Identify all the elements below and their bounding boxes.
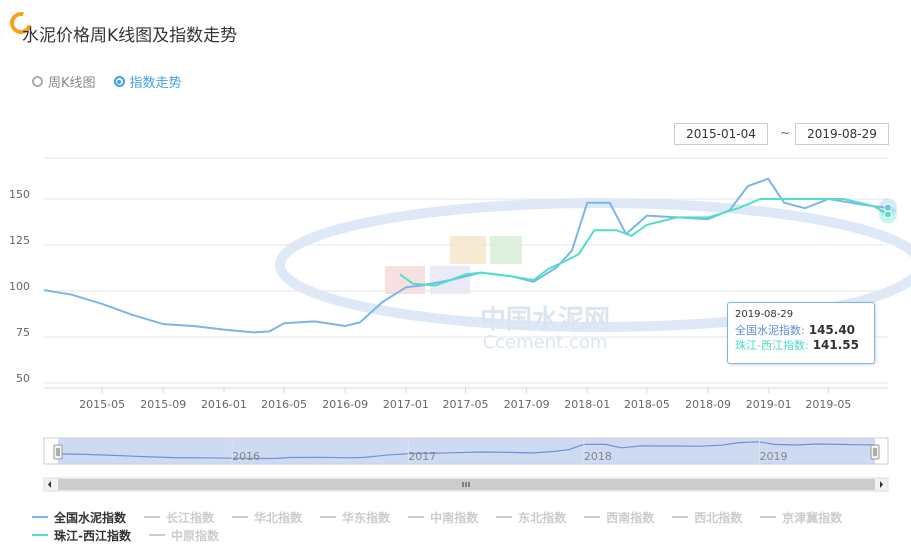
legend-label: 西南指数	[606, 510, 655, 525]
watermark-block	[450, 236, 486, 264]
mode-option-index[interactable]: 指数走势	[113, 72, 182, 91]
page-title: 水泥价格周K线图及指数走势	[22, 26, 238, 46]
mode-option-kline[interactable]: 周K线图	[32, 72, 96, 91]
navigator-left-handle[interactable]	[53, 444, 63, 460]
legend-label: 长江指数	[166, 510, 215, 525]
legend-label: 东北指数	[518, 510, 567, 525]
x-tick-label: 2015-05	[79, 398, 125, 411]
legend-swatch	[760, 516, 777, 518]
legend-item[interactable]: 长江指数	[144, 509, 214, 526]
legend-swatch	[144, 516, 161, 518]
watermark-block	[385, 266, 425, 294]
x-tick-label: 2019-05	[805, 398, 851, 411]
legend-swatch	[320, 516, 337, 518]
x-tick-label: 2016-05	[261, 398, 307, 411]
legend-swatch	[672, 516, 689, 518]
watermark-block	[490, 236, 522, 264]
chart-series	[43, 177, 889, 334]
x-axis: 2015-05 2015-09 2016-01 2016-05 2016-09 2017-…	[79, 388, 851, 411]
watermark-text-cn: 中国水泥网	[480, 305, 610, 335]
chart-legend: 全国水泥指数 长江指数 华北指数 华东指数 中南指数 东北指数 西南指数 西北指数 京津冀指数珠…	[32, 508, 902, 544]
mode-label: 指数走势	[129, 76, 182, 91]
y-tick-label: 50	[16, 372, 30, 385]
legend-label: 西北指数	[694, 510, 743, 525]
legend-item[interactable]: 华北指数	[232, 509, 302, 526]
navigator-right-handle[interactable]	[870, 444, 880, 460]
navigator-tick-label: 2017	[408, 450, 436, 463]
legend-swatch	[32, 516, 48, 518]
legend-label: 中南指数	[430, 510, 479, 525]
mode-switch: 周K线图 指数走势	[32, 72, 182, 91]
legend-label: 珠江-西江指数	[54, 528, 131, 543]
legend-item[interactable]: 东北指数	[496, 509, 566, 526]
navigator-tick-label: 2016	[232, 450, 260, 463]
hover-marker	[879, 198, 897, 224]
legend-label: 全国水泥指数	[54, 510, 127, 525]
legend-label: 华东指数	[342, 510, 391, 525]
watermark-text-en: Ccement.com	[483, 332, 608, 353]
legend-item[interactable]: 中南指数	[408, 509, 478, 526]
legend-swatch	[148, 534, 165, 536]
legend-swatch	[408, 516, 425, 518]
legend-row: 全国水泥指数 长江指数 华北指数 华东指数 中南指数 东北指数 西南指数 西北指数 京津冀指数	[32, 508, 902, 526]
series-line-pearl-river	[399, 198, 889, 287]
tooltip-series-name: 全国水泥指数:	[735, 324, 805, 337]
y-tick-label: 75	[16, 326, 30, 339]
x-tick-label: 2017-05	[443, 398, 489, 411]
tooltip-row: 全国水泥指数: 145.40	[735, 323, 867, 338]
tooltip-series-value: 141.55	[812, 338, 859, 352]
tooltip-series-value: 145.40	[808, 323, 856, 337]
radio-icon	[32, 76, 43, 87]
x-tick-label: 2015-09	[140, 398, 186, 411]
legend-swatch	[232, 516, 249, 518]
start-date-input[interactable]: 2015-01-04	[674, 123, 768, 145]
legend-swatch	[496, 516, 513, 518]
legend-row: 珠江-西江指数 中原指数	[32, 526, 902, 544]
x-tick-label: 2019-01	[746, 398, 792, 411]
y-tick-label: 100	[9, 280, 30, 293]
scroll-left-arrow-icon[interactable]	[48, 481, 51, 488]
legend-swatch	[32, 534, 48, 536]
legend-label: 中原指数	[170, 528, 219, 543]
legend-item[interactable]: 珠江-西江指数	[32, 527, 131, 544]
legend-item[interactable]: 全国水泥指数	[32, 509, 126, 526]
x-tick-label: 2018-05	[624, 398, 670, 411]
mode-label: 周K线图	[48, 76, 96, 91]
x-tick-label: 2017-09	[504, 398, 550, 411]
navigator[interactable]: 2016 2017 2018 2019	[43, 437, 889, 492]
scroll-right-arrow-icon[interactable]	[880, 481, 883, 488]
legend-item[interactable]: 京津冀指数	[760, 509, 842, 526]
legend-item[interactable]: 华东指数	[320, 509, 390, 526]
navigator-tick-label: 2018	[584, 450, 612, 463]
x-tick-label: 2017-01	[383, 398, 429, 411]
hover-point	[884, 210, 892, 219]
y-tick-label: 150	[9, 188, 30, 201]
navigator-tick-label: 2019	[760, 450, 788, 463]
legend-label: 京津冀指数	[782, 510, 843, 525]
x-tick-label: 2018-01	[564, 398, 610, 411]
tooltip-series-name: 珠江-西江指数:	[735, 339, 809, 352]
end-date-input[interactable]: 2019-08-29	[795, 123, 889, 145]
legend-label: 华北指数	[254, 510, 303, 525]
y-tick-label: 125	[9, 234, 30, 247]
legend-item[interactable]: 西北指数	[672, 509, 742, 526]
x-tick-label: 2018-09	[685, 398, 731, 411]
tooltip-date: 2019-08-29	[735, 309, 794, 320]
tooltip-row: 珠江-西江指数: 141.55	[735, 338, 867, 353]
legend-item[interactable]: 中原指数	[148, 527, 219, 544]
x-tick-label: 2016-01	[201, 398, 247, 411]
chart-tooltip: 2019-08-29 全国水泥指数: 145.40 珠江-西江指数: 141.5…	[727, 302, 875, 364]
radio-selected-icon	[113, 76, 125, 87]
y-axis: 50 75 100 125 150	[9, 188, 30, 385]
chart-grid	[44, 157, 888, 389]
x-tick-label: 2016-09	[322, 398, 368, 411]
legend-item[interactable]: 西南指数	[584, 509, 654, 526]
legend-swatch	[584, 516, 601, 518]
date-range-separator: ~	[780, 126, 791, 140]
